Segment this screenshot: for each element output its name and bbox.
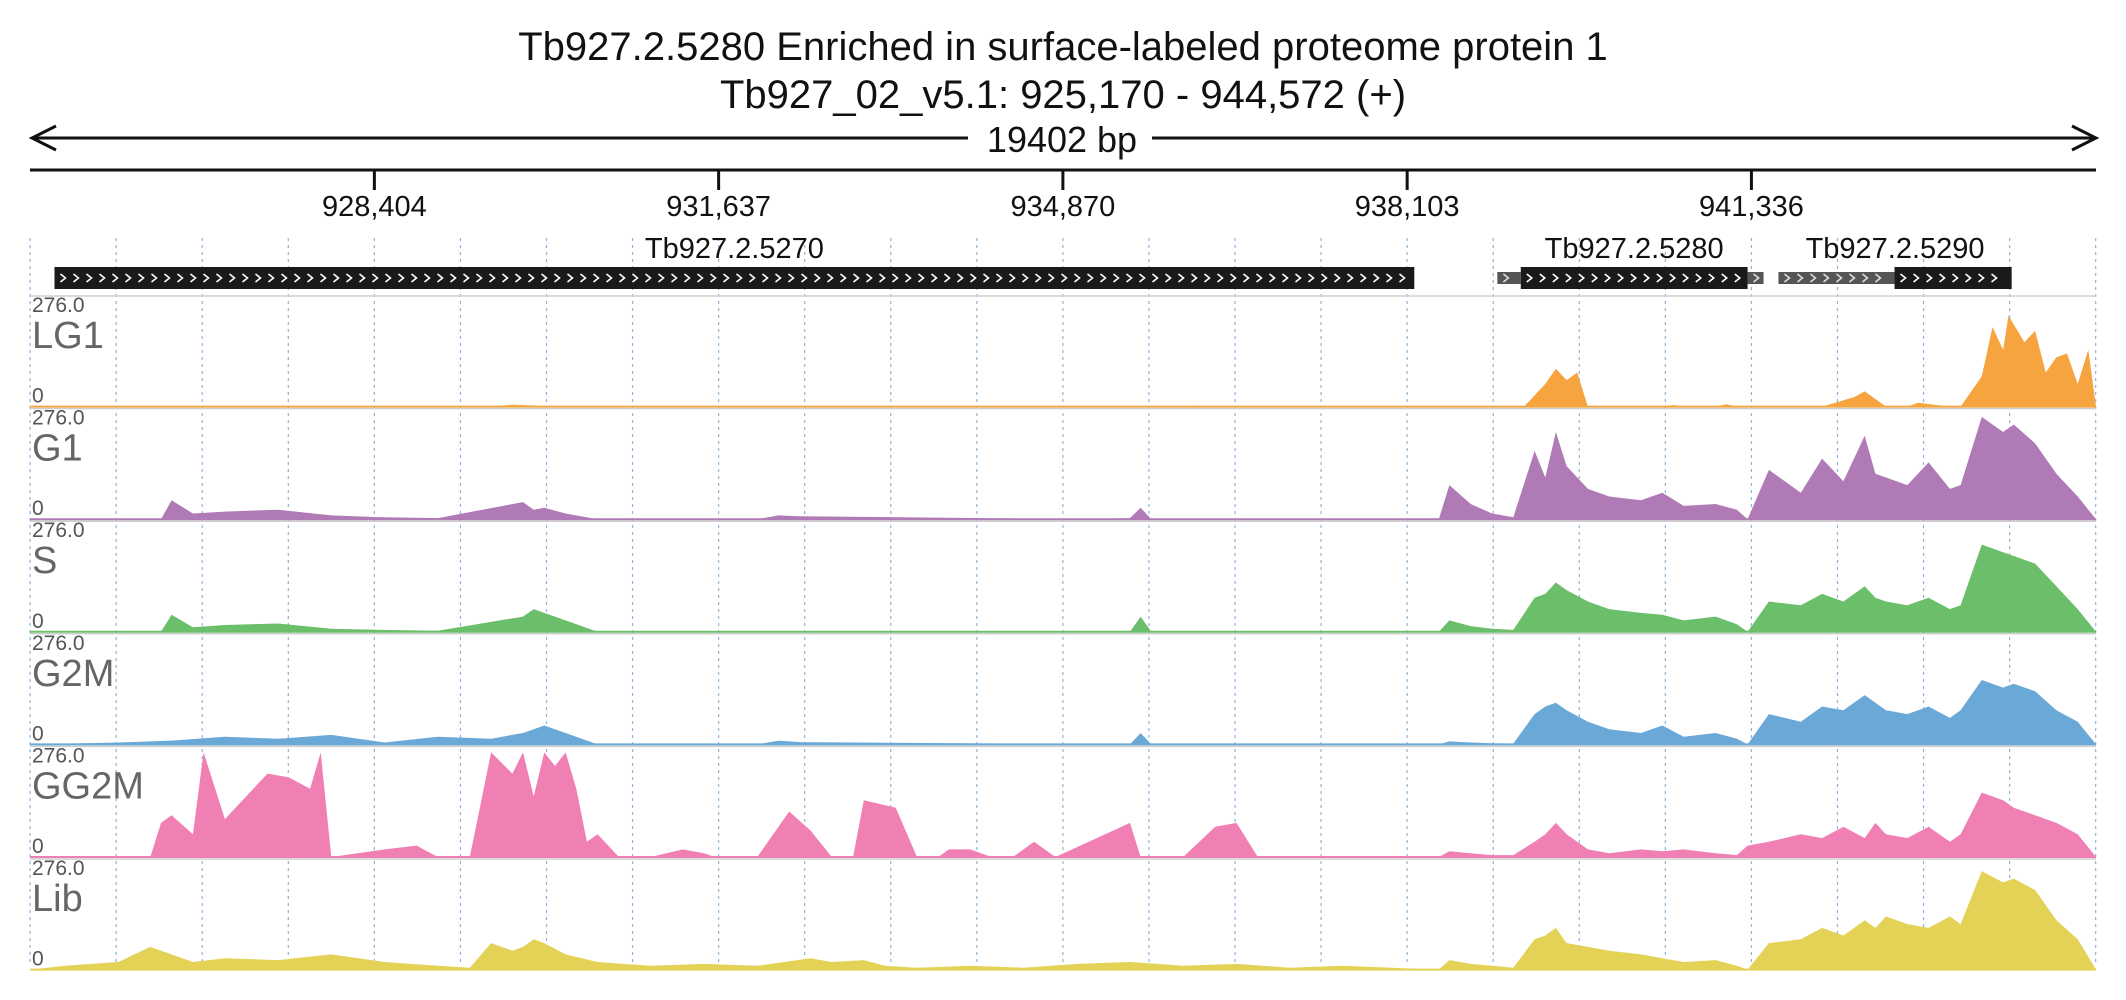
- track-max-label: 276.0: [32, 744, 85, 767]
- gene-tb927-2-5290: Tb927.2.5290: [1778, 233, 2012, 289]
- span-arrow-right: [2071, 124, 2100, 152]
- track-min-label: 0: [32, 610, 44, 633]
- coverage-tracks: 276.00LG1276.00G1276.00S276.00G2M276.00G…: [30, 294, 2096, 971]
- axis-tick-label: 934,870: [1010, 191, 1115, 223]
- gene-tb927-2-5270: Tb927.2.5270: [54, 233, 1415, 289]
- track-min-label: 0: [32, 835, 44, 858]
- coverage-area: [30, 315, 2096, 407]
- chart-subtitle: Tb927_02_v5.1: 925,170 - 944,572 (+): [720, 73, 1406, 117]
- axis-tick-label: 928,404: [322, 191, 427, 223]
- gene-label: Tb927.2.5290: [1806, 233, 1985, 265]
- track-min-label: 0: [32, 722, 44, 745]
- track-name: Lib: [32, 878, 83, 920]
- track-name: G1: [32, 428, 83, 470]
- track-lg1: 276.0 0 LG1: [30, 294, 2096, 408]
- strand-chevrons: [1900, 273, 1998, 283]
- span-indicator: 19402 bp: [28, 119, 2100, 160]
- axis-tick-label: 931,637: [666, 191, 771, 223]
- track-g1: 276.0 0 G1: [30, 407, 2096, 521]
- track-name: LG1: [32, 315, 104, 357]
- utr-5: [1778, 272, 1895, 284]
- track-min-label: 0: [32, 385, 44, 408]
- gene-tb927-2-5280: Tb927.2.5280: [1497, 233, 1764, 289]
- track-max-label: 276.0: [32, 857, 85, 880]
- gene-cds: [1520, 267, 1748, 289]
- gene-label: Tb927.2.5270: [645, 233, 824, 265]
- coverage-area: [30, 752, 2096, 857]
- track-name: G2M: [32, 653, 114, 695]
- track-max-label: 276.0: [32, 407, 85, 430]
- track-min-label: 0: [32, 948, 44, 971]
- gene-cds: [1894, 267, 2012, 289]
- strand-chevrons: [1502, 273, 1510, 283]
- strand-chevrons: [1783, 273, 1882, 283]
- strand-chevrons: [1526, 273, 1742, 283]
- span-arrow-left: [28, 124, 57, 152]
- coverage-area: [30, 871, 2096, 970]
- axis-tick-label: 941,336: [1699, 191, 1804, 223]
- track-gg2m: 276.0 0 GG2M: [30, 744, 2096, 858]
- gene-label: Tb927.2.5280: [1545, 233, 1724, 265]
- chart-title: Tb927.2.5280 Enriched in surface-labeled…: [518, 25, 1608, 69]
- strand-chevrons: [59, 273, 1406, 283]
- coverage-area: [30, 544, 2096, 632]
- axis-tick-label: 938,103: [1355, 191, 1460, 223]
- gene-annotation-track: Tb927.2.5270 Tb927.2.5280 Tb927.2.5290: [54, 233, 2012, 289]
- track-max-label: 276.0: [32, 519, 85, 542]
- span-length-label: 19402 bp: [987, 119, 1137, 160]
- track-min-label: 0: [32, 497, 44, 520]
- track-max-label: 276.0: [32, 294, 85, 317]
- track-g2m: 276.0 0 G2M: [30, 632, 2096, 746]
- track-name: GG2M: [32, 765, 144, 807]
- coverage-area: [30, 680, 2096, 745]
- gene-cds: [54, 267, 1415, 289]
- track-max-label: 276.0: [32, 632, 85, 655]
- track-name: S: [32, 540, 57, 582]
- track-s: 276.0 0 S: [30, 519, 2096, 633]
- strand-chevrons: [1753, 273, 1760, 283]
- coverage-area: [30, 416, 2096, 520]
- utr-3: [1747, 272, 1764, 284]
- track-lib: 276.0 0 Lib: [30, 857, 2096, 971]
- axis-ticks: 928,404 931,637 934,870 938,103 941,336: [322, 170, 1804, 223]
